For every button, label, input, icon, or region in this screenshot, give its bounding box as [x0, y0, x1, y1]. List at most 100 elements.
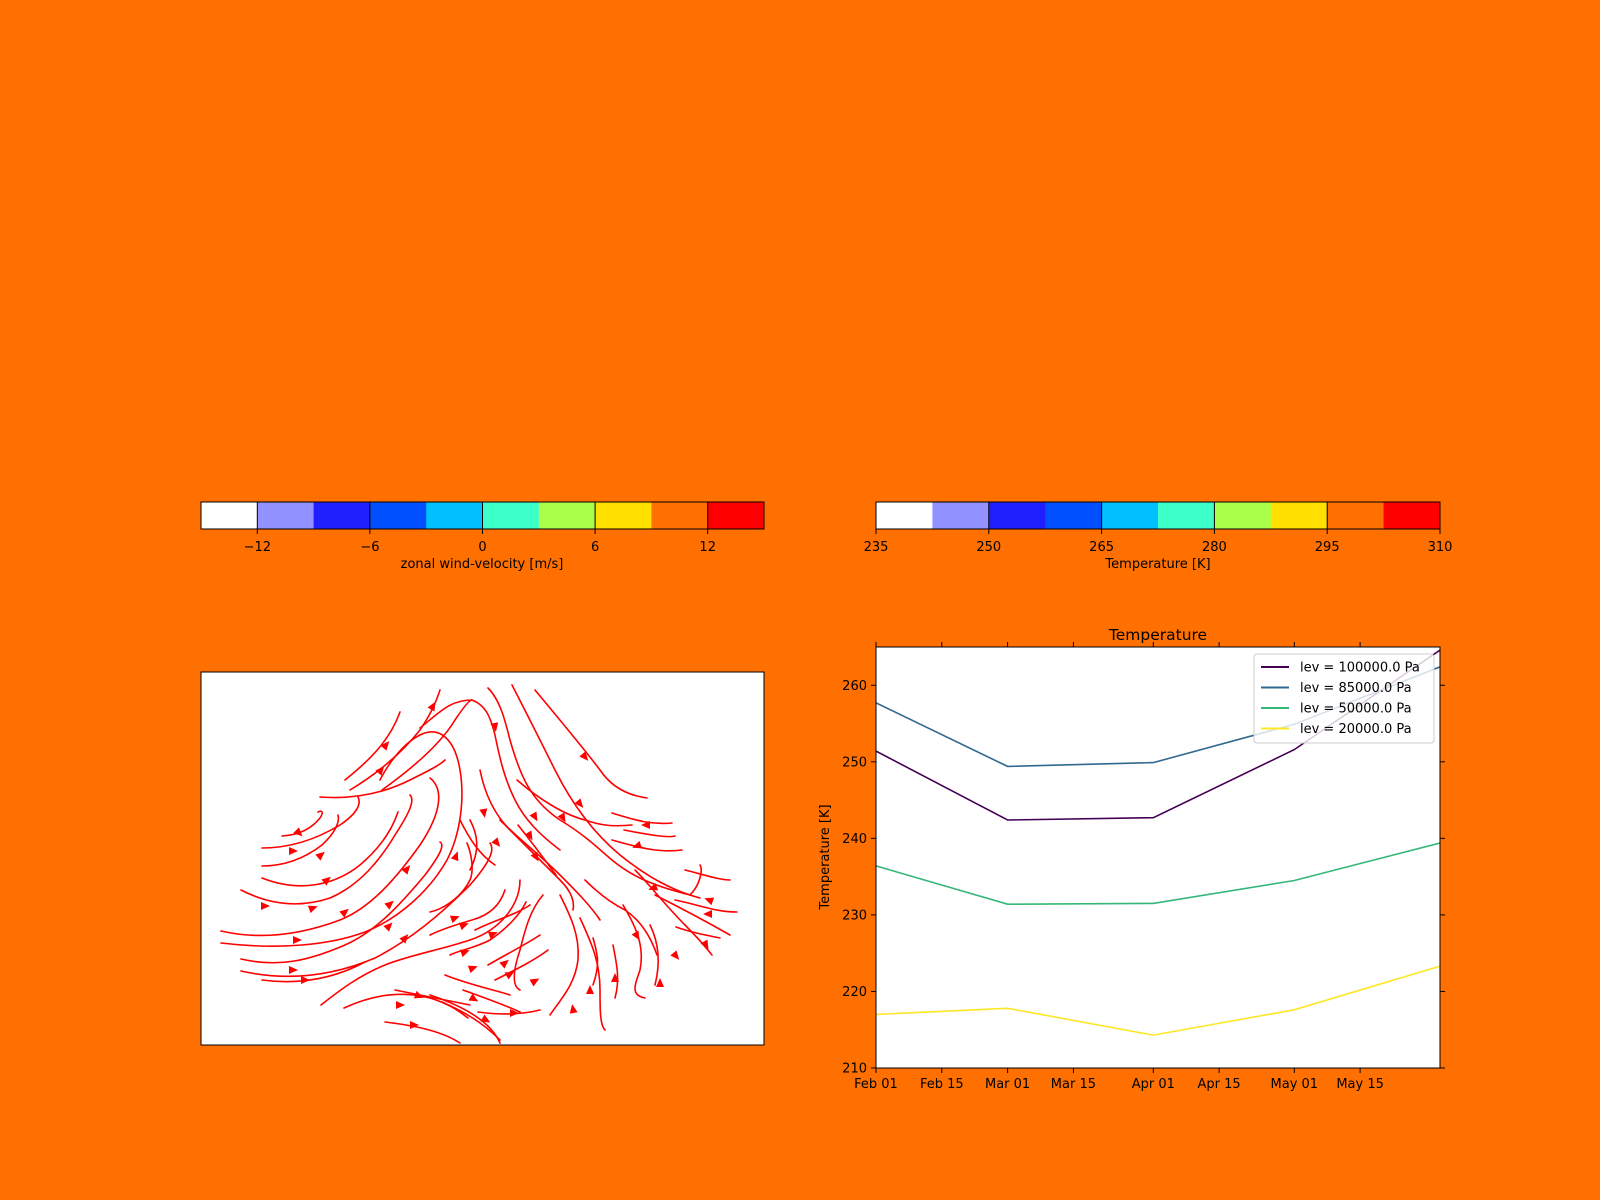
- line-series-3: [876, 965, 1440, 1036]
- streamline: [674, 899, 738, 913]
- streamline-arrows: [261, 701, 715, 1029]
- streamline: [261, 811, 399, 887]
- streamline-arrowhead: [458, 922, 469, 931]
- x-tick-label: Apr 01: [1132, 1077, 1175, 1092]
- streamline-arrowhead: [574, 798, 584, 808]
- streamline-arrowhead: [529, 811, 538, 822]
- temperature-colorbar-tick-label: 310: [1428, 540, 1453, 555]
- legend-box: [1253, 653, 1435, 744]
- streamline: [487, 934, 541, 966]
- streamline-arrowhead: [632, 840, 643, 849]
- streamline-arrowhead: [401, 865, 411, 875]
- line-chart-legend: lev = 100000.0 Pa lev = 85000.0 Pa lev = 5…: [1253, 653, 1435, 744]
- streamline-arrowhead: [375, 766, 385, 776]
- streamline-arrowhead: [487, 931, 498, 940]
- y-tick-label: 230: [842, 908, 867, 923]
- temperature-colorbar-segment: [1270, 502, 1328, 529]
- streamline-arrowhead: [396, 1001, 405, 1009]
- temperature-colorbar-label: Temperature [K]: [1104, 557, 1210, 572]
- wind-colorbar-segment: [595, 502, 652, 529]
- wind-colorbar-segment: [369, 502, 427, 529]
- line-series-2: [876, 842, 1440, 906]
- temperature-colorbar-tick-label: 295: [1315, 540, 1340, 555]
- streamline: [649, 924, 660, 986]
- streamline: [517, 824, 557, 876]
- wind-colorbar-segment: [426, 502, 483, 529]
- streamline-arrowhead: [700, 939, 709, 950]
- streamline-arrowhead: [557, 812, 566, 823]
- streamline: [611, 839, 683, 852]
- streamline-arrowhead: [301, 976, 310, 984]
- streamline-arrowhead: [499, 959, 509, 969]
- legend-entries: lev = 100000.0 Pa lev = 85000.0 Pa lev = 5…: [1261, 661, 1420, 737]
- wind-colorbar-tick-label: 12: [699, 540, 716, 555]
- streamline-plot: [200, 671, 765, 1046]
- streamline-arrowhead: [289, 847, 298, 855]
- streamline: [344, 711, 401, 781]
- streamline: [654, 894, 731, 936]
- streamline: [394, 989, 471, 1006]
- streamline-arrowhead: [480, 1014, 491, 1023]
- line-chart-title: Temperature: [1108, 626, 1207, 644]
- streamline: [511, 684, 701, 899]
- temperature-colorbar-segment: [1214, 502, 1272, 529]
- x-tick-label: Feb 15: [920, 1077, 964, 1092]
- wind-colorbar-tick-label: 0: [478, 540, 486, 555]
- streamline-arrowhead: [510, 1009, 519, 1017]
- x-tick-label: Mar 15: [1051, 1077, 1096, 1092]
- line-chart-frame: [875, 646, 1441, 1069]
- wind-colorbar-segment: [651, 502, 709, 529]
- streamline: [240, 841, 443, 964]
- temperature-colorbar-segment: [1383, 502, 1441, 529]
- temperature-colorbar-segment: [1045, 502, 1102, 529]
- streamline-arrowhead: [467, 965, 478, 974]
- streamline-arrowhead: [703, 910, 712, 918]
- legend-label: lev = 85000.0 Pa: [1300, 681, 1412, 696]
- temperature-colorbar-segments: [876, 502, 1441, 529]
- wind-colorbar-segment: [538, 502, 596, 529]
- streamline: [516, 779, 633, 827]
- streamline: [444, 974, 511, 996]
- streamline-arrowhead: [450, 851, 459, 862]
- streamline: [319, 759, 446, 799]
- streamline: [261, 961, 366, 983]
- legend-label: lev = 20000.0 Pa: [1300, 722, 1412, 737]
- temperature-colorbar-segment: [1158, 502, 1215, 529]
- streamline: [579, 917, 606, 1031]
- streamline-arrowhead: [380, 741, 390, 751]
- line-chart-x-ticks: Feb 01 Feb 15 Mar 01 Mar 15 Apr 01 Apr 15 May …: [854, 642, 1384, 1092]
- streamline-arrowhead: [293, 936, 302, 944]
- wind-colorbar-label: zonal wind-velocity [m/s]: [401, 557, 564, 572]
- streamline-arrowhead: [261, 902, 270, 910]
- streamline: [429, 889, 506, 936]
- y-tick-label: 220: [842, 985, 867, 1000]
- line-chart-y-ticks: 210 220 230 240 250 260: [842, 679, 1445, 1077]
- streamline: [462, 989, 521, 1013]
- streamline-arrowhead: [339, 908, 349, 918]
- streamline-arrowhead: [656, 978, 664, 987]
- streamline: [499, 819, 601, 921]
- streamline: [459, 819, 496, 866]
- streamline: [381, 699, 473, 791]
- streamline: [384, 1021, 461, 1044]
- streamline: [261, 796, 360, 849]
- y-tick-label: 260: [842, 679, 867, 694]
- streamline: [441, 1001, 501, 1041]
- streamline: [474, 904, 531, 931]
- streamline: [513, 894, 544, 991]
- streamline-arrowhead: [413, 990, 424, 999]
- streamline-arrowhead: [383, 922, 393, 932]
- streamline: [240, 842, 493, 978]
- wind-colorbar: −12 −6 0 6 12 zonal wind-velocity [m/s]: [200, 501, 765, 572]
- streamline: [240, 794, 413, 905]
- wind-colorbar-segment: [257, 502, 314, 529]
- wind-colorbar-segment: [482, 502, 540, 529]
- temperature-colorbar: 235 250 265 280 295 310 Temperature [K]: [864, 501, 1453, 572]
- x-tick-label: Apr 15: [1198, 1077, 1241, 1092]
- streamline: [429, 842, 473, 913]
- streamline-arrowhead: [670, 950, 680, 960]
- line-chart-ylabel: Temperature [K]: [818, 804, 833, 910]
- streamline-arrowhead: [427, 701, 436, 712]
- streamline: [584, 879, 658, 956]
- wind-colorbar-segment: [707, 502, 765, 529]
